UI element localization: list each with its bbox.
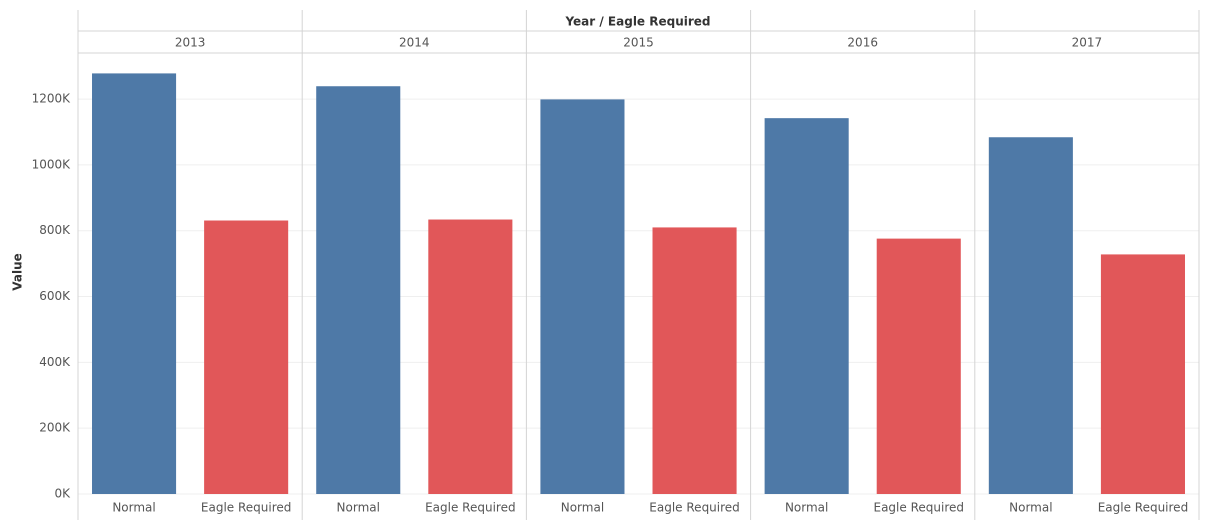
bar — [652, 227, 737, 495]
panel-label: 2013 — [175, 36, 206, 50]
x-tick-label: Eagle Required — [201, 501, 292, 515]
panel-label: 2015 — [623, 36, 654, 50]
bar — [876, 238, 961, 494]
x-tick-label: Normal — [785, 501, 828, 515]
y-tick-label: 400K — [39, 355, 71, 369]
y-tick-label: 200K — [39, 421, 71, 435]
y-tick-label: 1200K — [32, 92, 72, 106]
x-tick-label: Eagle Required — [1098, 501, 1189, 515]
bar — [764, 118, 849, 494]
bar — [988, 137, 1073, 495]
bar — [316, 86, 401, 494]
bar — [540, 99, 625, 494]
x-tick-label: Normal — [1009, 501, 1052, 515]
y-axis-label: Value — [11, 253, 25, 291]
x-tick-label: Normal — [337, 501, 380, 515]
bar — [1100, 254, 1185, 494]
x-tick-label: Eagle Required — [649, 501, 740, 515]
y-tick-label: 1000K — [32, 157, 72, 171]
x-tick-label: Normal — [112, 501, 155, 515]
bar — [428, 219, 513, 495]
y-tick-label: 600K — [39, 289, 71, 303]
bar — [204, 220, 289, 495]
x-tick-label: Eagle Required — [425, 501, 516, 515]
bar — [92, 73, 177, 494]
y-tick-label: 800K — [39, 223, 71, 237]
panel-label: 2014 — [399, 36, 430, 50]
panel-label: 2017 — [1072, 36, 1103, 50]
chart-title: Year / Eagle Required — [564, 15, 710, 29]
x-tick-label: Eagle Required — [874, 501, 965, 515]
x-tick-label: Normal — [561, 501, 604, 515]
y-tick-label: 0K — [54, 487, 71, 501]
panel-label: 2016 — [847, 36, 878, 50]
